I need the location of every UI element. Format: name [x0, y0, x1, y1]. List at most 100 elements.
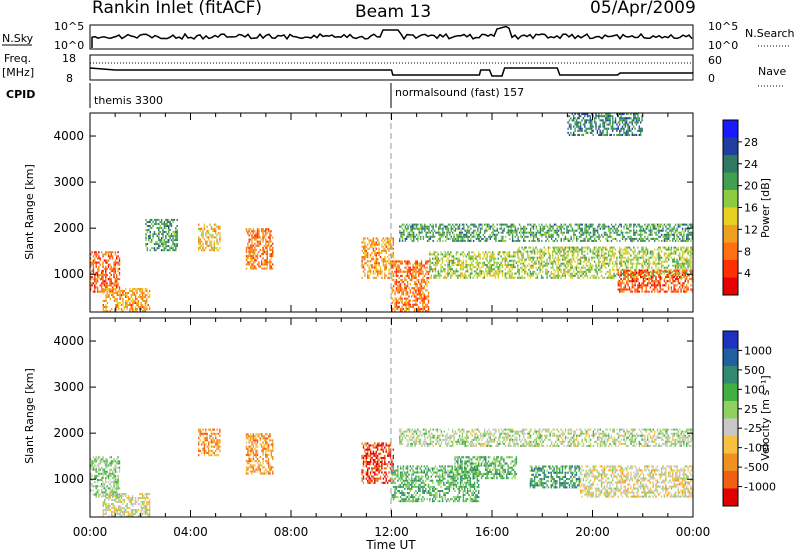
power-echo-cell — [249, 267, 252, 270]
power-echo-cell — [523, 227, 525, 230]
power-echo-cell — [642, 264, 645, 267]
power-echo-cell — [435, 231, 437, 234]
power-echo-cell — [415, 303, 417, 306]
power-echo-cell — [585, 225, 588, 228]
power-echo-cell — [526, 254, 529, 257]
power-echo-cell — [528, 239, 530, 242]
power-echo-cell — [549, 246, 551, 249]
power-echo-cell — [642, 258, 645, 261]
power-echo-cell — [144, 306, 147, 308]
power-echo-cell — [660, 256, 663, 259]
power-echo-cell — [591, 129, 593, 132]
power-echo-cell — [469, 268, 472, 271]
power-echo-cell — [405, 301, 407, 304]
power-echo-cell — [686, 269, 688, 272]
power-echo-cell — [108, 290, 110, 292]
power-echo-cell — [630, 266, 632, 269]
power-echo-cell — [409, 283, 411, 286]
power-echo-cell — [437, 257, 439, 260]
power-echo-cell — [461, 274, 463, 277]
power-echo-cell — [626, 264, 628, 267]
power-echo-cell — [557, 246, 559, 249]
power-echo-cell — [265, 240, 267, 243]
power-echo-cell — [677, 273, 679, 276]
power-echo-cell — [665, 233, 667, 236]
power-echo-cell — [451, 259, 453, 262]
power-echo-cell — [575, 246, 578, 249]
power-echo-cell — [524, 248, 526, 251]
power-echo-cell — [653, 290, 656, 293]
power-echo-cell — [574, 133, 576, 136]
power-echo-cell — [506, 225, 508, 228]
power-echo-cell — [461, 237, 464, 240]
power-echo-cell — [614, 252, 617, 255]
power-echo-cell — [102, 290, 104, 293]
power-echo-cell — [543, 231, 546, 234]
power-echo-cell — [631, 250, 633, 253]
power-echo-cell — [568, 133, 571, 136]
power-echo-cell — [172, 218, 174, 221]
power-echo-cell — [570, 117, 572, 120]
power-echo-cell — [422, 297, 424, 300]
power-echo-cell — [385, 274, 387, 277]
power-echo-cell — [433, 274, 435, 277]
power-echo-cell — [369, 272, 372, 275]
power-echo-cell — [633, 225, 635, 228]
power-echo-cell — [386, 245, 389, 248]
power-echo-cell — [397, 264, 399, 267]
power-echo-cell — [506, 266, 508, 269]
power-echo-cell — [428, 225, 430, 228]
power-echo-cell — [563, 262, 565, 265]
power-echo-cell — [602, 121, 604, 124]
power-echo-cell — [531, 252, 533, 255]
power-echo-cell — [402, 270, 405, 273]
power-echo-cell — [553, 268, 555, 271]
power-echo-cell — [578, 133, 580, 136]
power-echo-cell — [416, 266, 418, 269]
power-echo-cell — [368, 239, 370, 242]
power-echo-cell — [549, 233, 551, 236]
power-echo-cell — [477, 237, 479, 240]
power-echo-cell — [496, 266, 498, 269]
power-echo-cell — [506, 276, 508, 279]
power-echo-cell — [476, 255, 478, 258]
power-echo-cell — [592, 115, 594, 118]
power-echo-cell — [133, 310, 135, 312]
power-echo-cell — [681, 264, 684, 267]
power-echo-cell — [687, 229, 689, 232]
power-echo-cell — [615, 237, 617, 240]
power-echo-cell — [258, 240, 260, 243]
power-echo-cell — [447, 253, 449, 256]
power-echo-cell — [642, 266, 645, 269]
power-echo-cell — [105, 276, 107, 279]
power-echo-cell — [416, 289, 418, 292]
power-echo-cell — [395, 274, 398, 277]
power-echo-cell — [364, 258, 366, 261]
power-echo-cell — [523, 225, 525, 228]
power-echo-cell — [687, 273, 689, 276]
power-echo-cell — [478, 251, 480, 254]
power-echo-cell — [617, 273, 619, 276]
power-echo-cell — [616, 239, 618, 242]
power-echo-cell — [665, 235, 667, 238]
power-echo-cell — [488, 225, 490, 228]
power-echo-cell — [518, 258, 520, 261]
power-echo-cell — [398, 289, 400, 292]
power-echo-cell — [391, 256, 393, 259]
power-echo-cell — [471, 235, 473, 238]
power-echo-cell — [411, 305, 413, 308]
power-echo-cell — [557, 229, 560, 232]
power-echo-cell — [386, 247, 389, 250]
power-echo-cell — [635, 278, 638, 281]
power-echo-cell — [542, 266, 544, 269]
power-echo-cell — [254, 261, 256, 264]
power-echo-cell — [439, 223, 441, 226]
power-echo-cell — [198, 242, 200, 245]
power-echo-cell — [649, 286, 652, 289]
power-echo-cell — [681, 229, 684, 232]
power-echo-cell — [644, 280, 646, 283]
power-echo-cell — [649, 231, 652, 234]
power-echo-cell — [94, 288, 96, 291]
power-echo-cell — [425, 309, 427, 312]
power-echo-cell — [641, 117, 643, 120]
